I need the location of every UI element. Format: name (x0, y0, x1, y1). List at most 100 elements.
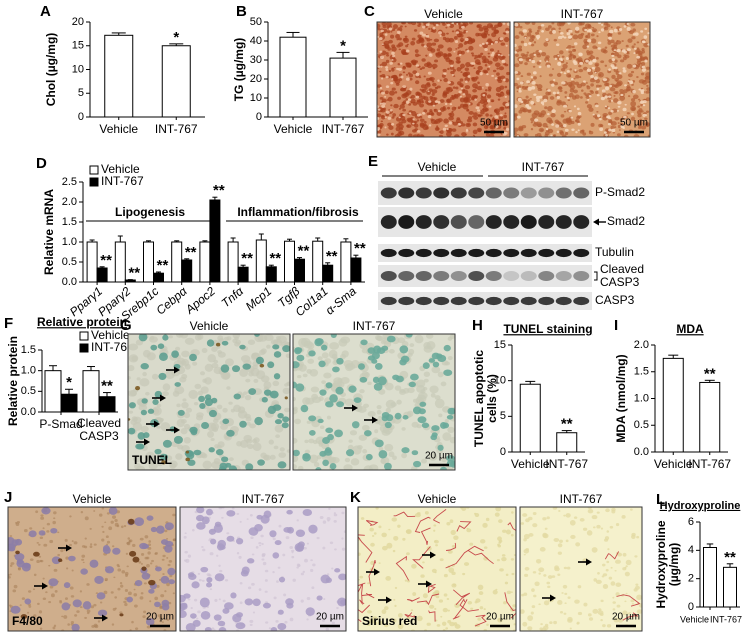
tissue-spot (456, 93, 461, 97)
tissue-spot (513, 554, 516, 556)
tissue-spot (563, 104, 568, 108)
tissue-spot (540, 101, 545, 105)
tissue-spot (608, 99, 612, 103)
tissue-spot (312, 396, 322, 404)
tissue-spot (487, 55, 491, 58)
tissue-spot (341, 537, 344, 540)
tissue-spot (431, 63, 438, 69)
tissue-spot (27, 611, 30, 614)
tissue-spot (207, 422, 217, 432)
tissue-spot (586, 104, 593, 109)
tissue-spot (504, 85, 508, 89)
tissue-spot (148, 579, 156, 586)
tissue-spot (604, 64, 608, 67)
tissue-spot (296, 566, 299, 569)
tissue-spot (574, 599, 580, 604)
tissue-spot (398, 78, 403, 82)
tissue-spot (568, 109, 572, 113)
blot-band (433, 187, 450, 199)
tissue-spot (329, 394, 338, 403)
tissue-spot (541, 30, 545, 33)
error-bar (89, 239, 95, 242)
tissue-spot (345, 449, 355, 457)
tissue-spot (8, 576, 11, 579)
tissue-spot (546, 64, 551, 68)
tissue-spot (468, 102, 471, 105)
tissue-spot (98, 513, 103, 517)
tissue-spot (527, 86, 532, 91)
tissue-spot (274, 419, 283, 425)
tissue-spot (128, 343, 139, 351)
arrow-head (102, 614, 108, 622)
tissue-spot (530, 100, 535, 105)
tissue-spot (564, 95, 567, 99)
tissue-spot (162, 554, 166, 558)
tissue-spot (297, 541, 305, 548)
tissue-spot (221, 516, 224, 519)
tissue-spot (455, 86, 459, 90)
tissue-spot (51, 556, 61, 565)
tissue-spot (340, 353, 346, 360)
tissue-spot (563, 566, 568, 570)
tissue-spot (520, 522, 525, 525)
error-bar (325, 262, 331, 266)
tissue-spot (70, 595, 75, 598)
blot-band (503, 215, 520, 229)
tissue-spot (565, 539, 569, 543)
tissue-spot (530, 611, 534, 615)
tissue-spot (147, 551, 151, 555)
tissue-spot (535, 558, 542, 564)
tissue-spot (467, 75, 471, 78)
tissue-spot (377, 108, 381, 111)
tissue-spot (202, 548, 206, 552)
tissue-spot (630, 98, 636, 102)
tissue-spot (617, 552, 623, 557)
tissue-spot (446, 127, 449, 131)
tissue-spot (455, 118, 461, 124)
tissue-spot (556, 99, 562, 104)
tissue-spot (60, 549, 64, 553)
blot-band (450, 248, 467, 258)
tissue-spot (557, 600, 563, 605)
tissue-spot (144, 535, 149, 539)
tissue-spot (260, 534, 264, 538)
tissue-spot (450, 70, 455, 75)
tissue-spot (464, 133, 467, 136)
tissue-spot (620, 125, 625, 129)
tissue-spot (32, 588, 36, 591)
tissue-spot (140, 409, 148, 416)
tissue-spot (39, 627, 43, 630)
tissue-spot (214, 573, 225, 582)
tissue-spot (322, 520, 327, 524)
tissue-spot (381, 345, 389, 351)
tissue-spot (521, 593, 525, 597)
tissue-spot (628, 79, 631, 81)
tissue-spot (376, 405, 382, 410)
tissue-spot (162, 573, 165, 576)
tissue-spot (637, 98, 641, 101)
tissue-spot (390, 30, 393, 33)
tissue-spot (615, 582, 622, 587)
tissue-spot (397, 62, 401, 66)
tissue-spot (467, 37, 473, 41)
tissue-spot (440, 381, 447, 387)
tissue-spot (134, 517, 145, 526)
tissue-spot (443, 55, 450, 60)
tissue-spot (583, 38, 589, 44)
error-bar (286, 31, 300, 38)
tissue-spot (644, 117, 648, 120)
y-tick-label: 6 (688, 516, 694, 528)
tissue-spot (556, 130, 560, 134)
tissue-spot (474, 59, 481, 65)
tissue-spot (465, 122, 472, 128)
tissue-spot (239, 601, 243, 605)
chart-title: Hydroxyproline (660, 500, 741, 512)
tissue-spot (642, 113, 646, 117)
tissue-spot (151, 373, 159, 380)
tissue-spot (395, 126, 401, 132)
tissue-spot (409, 87, 413, 91)
tissue-spot (460, 71, 463, 73)
bar (237, 266, 249, 283)
tissue-spot (596, 87, 600, 91)
tissue-spot (616, 49, 621, 53)
